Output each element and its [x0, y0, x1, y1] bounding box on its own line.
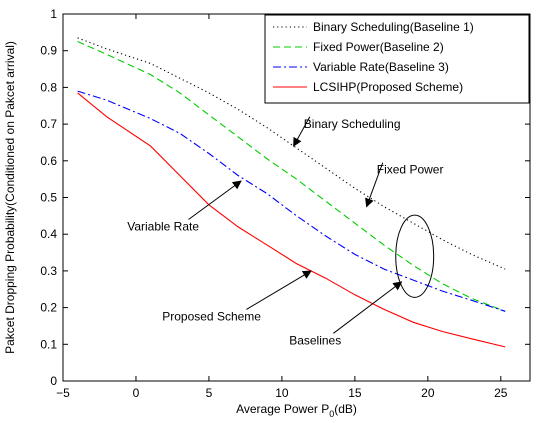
annotation-label: Baselines [289, 333, 341, 347]
y-tick-label: 1 [50, 7, 57, 21]
y-tick-label: 0.2 [40, 301, 57, 315]
y-tick-label: 0.4 [40, 227, 57, 241]
baselines-ellipse [395, 214, 435, 298]
legend-entry-2: Fixed Power(Baseline 2) [313, 40, 444, 54]
y-tick-label: 0.1 [40, 337, 57, 351]
series-line-2 [77, 40, 506, 312]
annotation-arrow [188, 180, 242, 220]
annotation-arrow [293, 116, 311, 147]
x-tick-label: 20 [421, 386, 435, 400]
annotation-label: Binary Scheduling [304, 117, 401, 131]
annotation-arrow [365, 162, 384, 208]
y-tick-label: 0.6 [40, 154, 57, 168]
series-line-4 [77, 92, 506, 348]
y-tick-label: 0.9 [40, 44, 57, 58]
y-tick-label: 0.5 [40, 191, 57, 205]
annotation-label: Proposed Scheme [162, 309, 261, 323]
x-axis-label: Average Power P0(dB) [236, 402, 357, 419]
x-tick-label: 10 [275, 386, 289, 400]
y-tick-label: 0.7 [40, 117, 57, 131]
x-tick-label: 25 [494, 386, 508, 400]
legend-box [264, 14, 530, 104]
x-tick-label: −5 [56, 386, 70, 400]
x-tick-label: 5 [206, 386, 213, 400]
annotation-arrow [246, 270, 312, 310]
series-line-1 [77, 37, 506, 270]
legend-entry-3: Variable Rate(Baseline 3) [313, 60, 449, 74]
y-tick-label: 0.8 [40, 80, 57, 94]
annotation-arrow [333, 281, 403, 334]
y-tick-label: 0 [50, 374, 57, 388]
y-tick-label: 0.3 [40, 264, 57, 278]
annotation-label: Variable Rate [127, 220, 199, 234]
x-tick-label: 15 [348, 386, 362, 400]
annotation-label: Fixed Power [377, 163, 444, 177]
legend-entry-4: LCSIHP(Proposed Scheme) [313, 80, 463, 94]
y-axis-label: Pakcet Dropping Probability(Conditioned … [3, 41, 17, 354]
legend-entry-1: Binary Scheduling(Baseline 1) [313, 20, 474, 34]
x-tick-label: 0 [133, 386, 140, 400]
